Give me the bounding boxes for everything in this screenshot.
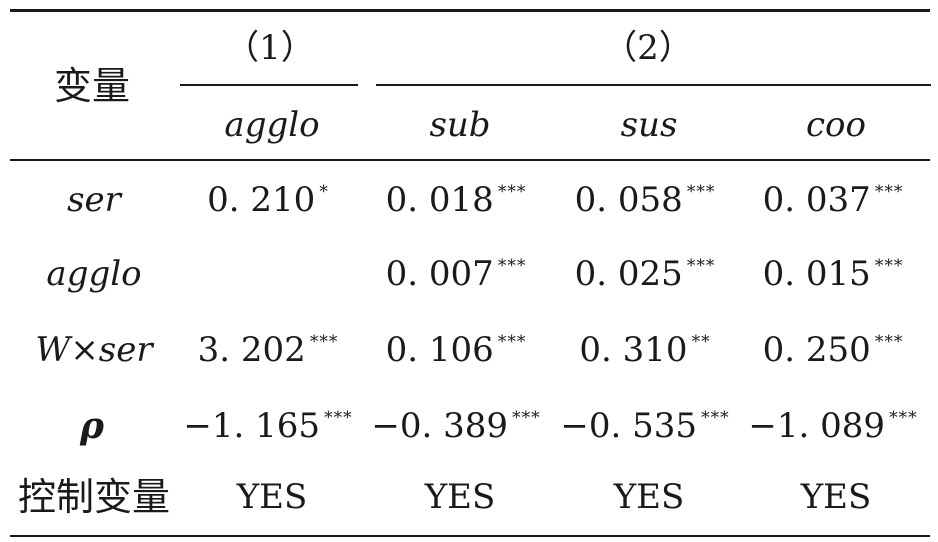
cell-value: 0. 015 [762, 254, 871, 294]
cell-value: 0. 106 [385, 330, 494, 370]
cell-value: 0. 058 [574, 180, 683, 220]
cell-value: YES [613, 477, 685, 517]
cell-value: −1. 089 [748, 406, 886, 446]
table-cell: 0. 025 *** [575, 257, 716, 291]
cell-value: −0. 535 [560, 406, 698, 446]
top-rule [10, 9, 930, 12]
header-rule [10, 159, 930, 161]
table-cell: −0. 389 *** [371, 409, 540, 443]
table-cell: 0. 106 *** [386, 333, 527, 367]
significance-stars: *** [512, 408, 541, 428]
significance-stars: *** [309, 332, 339, 352]
significance-stars: *** [874, 182, 904, 202]
table-cell: −1. 089 *** [748, 409, 917, 443]
cell-value: 0. 310 [579, 330, 688, 370]
row-header-label: 变量 [53, 64, 131, 108]
table-cell: 0. 018 *** [386, 183, 527, 217]
cell-value: 0. 037 [762, 180, 871, 220]
significance-stars: * [319, 182, 329, 202]
significance-stars: *** [686, 256, 716, 276]
cell-value: YES [424, 477, 496, 517]
table-cell: YES [237, 480, 308, 514]
cell-value: 0. 018 [385, 180, 494, 220]
table-cell: −1. 165 *** [183, 409, 352, 443]
column-header-agglo: agglo [224, 105, 320, 145]
table-cell: 0. 250 *** [763, 333, 904, 367]
row-label-agglo: agglo [46, 254, 142, 294]
cell-value: 0. 007 [385, 254, 494, 294]
cell-value: 0. 210 [207, 180, 316, 220]
row-label-w-ser: W×ser [35, 330, 153, 370]
table-cell: 0. 210 * [207, 183, 329, 217]
significance-stars: *** [686, 182, 716, 202]
table-cell: 0. 007 *** [386, 257, 527, 291]
table-cell: YES [801, 480, 872, 514]
table-cell: −0. 535 *** [560, 409, 729, 443]
table-cell: YES [614, 480, 685, 514]
cell-value: YES [236, 477, 308, 517]
significance-stars: *** [497, 182, 527, 202]
table-cell: 0. 037 *** [763, 183, 904, 217]
cell-value: −1. 165 [183, 406, 321, 446]
significance-stars: *** [874, 332, 904, 352]
cell-value: 0. 025 [574, 254, 683, 294]
table-cell: 3. 202 *** [198, 333, 339, 367]
significance-stars: *** [889, 408, 918, 428]
table-cell: 0. 310 ** [579, 333, 710, 367]
significance-stars: ** [691, 332, 711, 352]
table-cell: 0. 058 *** [575, 183, 716, 217]
cell-value: YES [800, 477, 872, 517]
cell-value: −0. 389 [371, 406, 509, 446]
column-header-sus: sus [620, 105, 678, 145]
row-label-rho: ρ [80, 405, 104, 447]
group1-underline [180, 84, 358, 86]
table-cell: 0. 015 *** [763, 257, 904, 291]
table-cell: YES [425, 480, 496, 514]
significance-stars: *** [874, 256, 904, 276]
row-label-ser: ser [67, 180, 121, 220]
significance-stars: *** [324, 408, 353, 428]
significance-stars: *** [497, 332, 527, 352]
column-header-coo: coo [806, 105, 866, 145]
cell-value: 3. 202 [197, 330, 306, 370]
group-header-2: （2） [603, 28, 693, 68]
significance-stars: *** [701, 408, 730, 428]
column-header-sub: sub [429, 105, 491, 145]
cell-value: 0. 250 [762, 330, 871, 370]
group2-underline [376, 84, 931, 86]
row-label-controls: 控制变量 [17, 475, 171, 519]
bottom-rule [10, 535, 930, 537]
significance-stars: *** [497, 256, 527, 276]
group-header-1: （1） [225, 28, 315, 68]
